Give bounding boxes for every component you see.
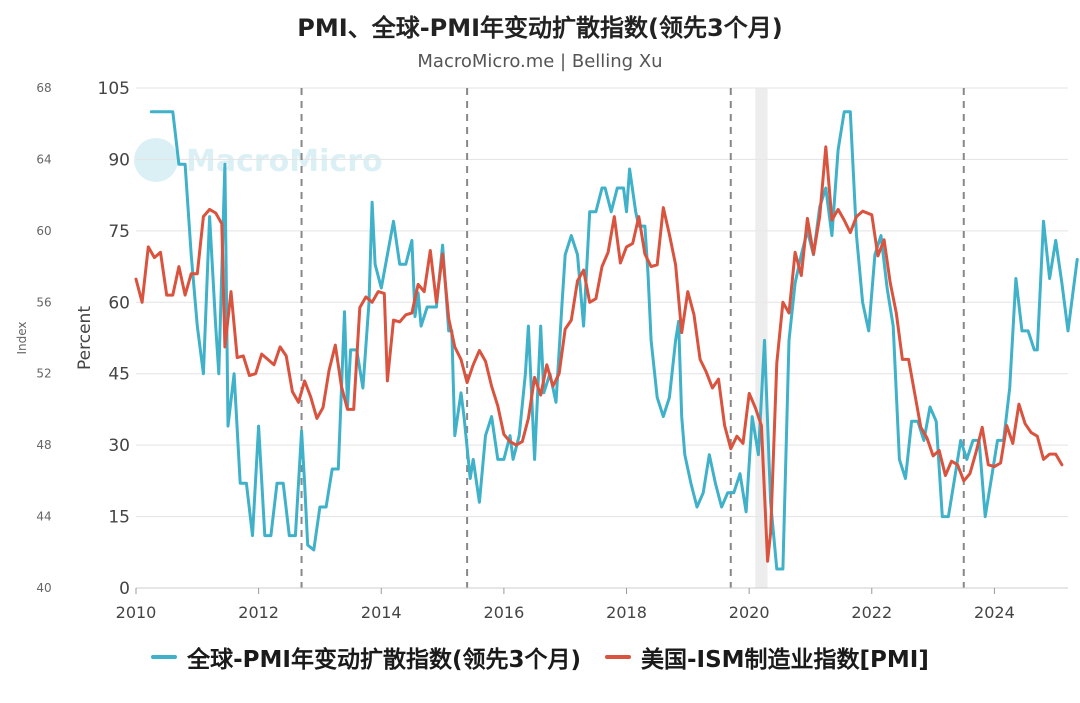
left-tick-label: 30 [108, 436, 130, 456]
x-tick-label: 2018 [606, 603, 647, 622]
left-tick-label: 75 [108, 222, 130, 242]
x-tick-label: 2022 [851, 603, 892, 622]
x-axis-ticks: 2010 2012 2014 2016 2018 2020 2022 2024 [116, 587, 1068, 622]
left-tick-label: 105 [98, 79, 130, 99]
legend-item-us-ism[interactable]: 美国-ISM制造业指数[PMI] [604, 640, 929, 674]
legend: 全球-PMI年变动扩散指数(领先3个月) 美国-ISM制造业指数[PMI] [0, 640, 1080, 674]
right-tick-label: 48 [36, 438, 51, 452]
grid [136, 87, 1068, 589]
vertical-markers [300, 88, 965, 588]
watermark-text: MacroMicro [186, 144, 383, 179]
left-tick-label: 15 [108, 508, 130, 528]
left-tick-label: 0 [119, 579, 130, 599]
right-tick-label: 60 [36, 224, 51, 238]
right-tick-label: 56 [36, 295, 51, 309]
left-tick-label: 90 [108, 150, 130, 170]
legend-item-global-diffusion[interactable]: 全球-PMI年变动扩散指数(领先3个月) [151, 640, 581, 674]
legend-label: 美国-ISM制造业指数[PMI] [640, 647, 929, 673]
x-tick-label: 2020 [729, 603, 770, 622]
left-tick-label: 45 [108, 365, 130, 385]
series-lines [134, 110, 1079, 571]
right-tick-label: 44 [36, 510, 51, 524]
x-tick-label: 2016 [484, 603, 525, 622]
left-axis-label: Percent [75, 306, 95, 370]
left-axis-ticks: 0 15 30 45 60 75 90 105 [98, 79, 130, 599]
x-tick-label: 2010 [116, 603, 157, 622]
series-line-us-ism [134, 145, 1064, 563]
x-tick-label: 2012 [238, 603, 279, 622]
watermark: MacroMicro [134, 138, 383, 182]
right-tick-label: 64 [36, 152, 51, 166]
watermark-logo-icon [134, 138, 178, 182]
right-axis-label: Index [15, 321, 29, 354]
chart-title: PMI、全球-PMI年变动扩散指数(领先3个月) [297, 14, 782, 42]
chart-svg: PMI、全球-PMI年变动扩散指数(领先3个月) MacroMicro.me |… [15, 14, 1079, 622]
legend-swatch-blue [151, 655, 178, 659]
right-tick-label: 68 [36, 81, 51, 95]
right-axis-ticks: 40 44 48 52 56 60 64 68 [36, 81, 51, 595]
series-line-global-diffusion [149, 110, 1079, 571]
legend-swatch-red [604, 655, 631, 659]
right-tick-label: 52 [36, 367, 51, 381]
legend-label: 全球-PMI年变动扩散指数(领先3个月) [187, 647, 581, 673]
x-tick-label: 2024 [974, 603, 1015, 622]
x-tick-label: 2014 [361, 603, 402, 622]
left-tick-label: 60 [108, 293, 130, 313]
right-tick-label: 40 [36, 581, 51, 595]
chart-subtitle: MacroMicro.me | Belling Xu [417, 51, 662, 72]
